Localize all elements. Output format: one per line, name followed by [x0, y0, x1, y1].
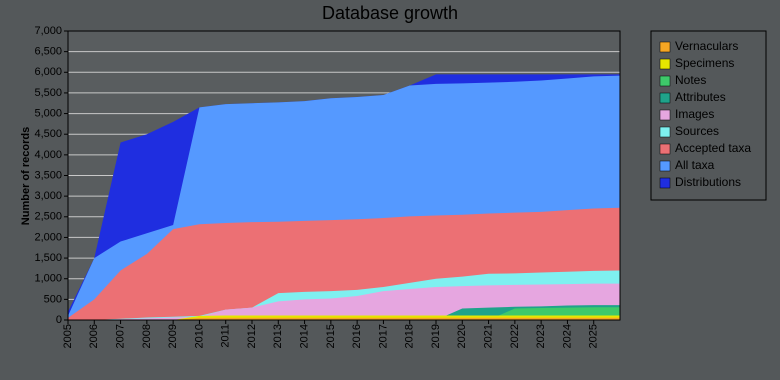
legend-label: Specimens — [675, 56, 734, 70]
legend-label: Vernaculars — [675, 39, 738, 53]
x-tick-label: 2024 — [561, 324, 573, 348]
y-tick-label: 6,500 — [34, 46, 62, 58]
area — [68, 317, 620, 320]
legend-swatch — [659, 58, 671, 70]
x-tick-label: 2006 — [88, 324, 100, 348]
x-tick-label: 2009 — [167, 324, 179, 348]
y-tick-label: 3,000 — [34, 190, 62, 202]
x-tick-label: 2012 — [246, 324, 258, 348]
y-tick-label: 2,000 — [34, 231, 62, 243]
x-tick-label: 2023 — [535, 324, 547, 348]
legend-swatch — [659, 160, 671, 172]
y-tick-label: 7,000 — [34, 25, 62, 37]
legend-swatch — [659, 143, 671, 155]
y-tick-label: 0 — [56, 314, 62, 326]
plot-border — [67, 30, 621, 321]
x-tick-label: 2014 — [298, 324, 310, 348]
legend-swatch — [659, 41, 671, 53]
x-tick-label: 2007 — [114, 324, 126, 348]
legend-swatch — [659, 75, 671, 87]
y-tick-label: 3,500 — [34, 169, 62, 181]
chart-title: Database growth — [322, 3, 458, 23]
x-tick-label: 2021 — [482, 324, 494, 348]
legend-label: Sources — [675, 124, 719, 138]
legend-swatch — [659, 92, 671, 104]
legend-label: Accepted taxa — [675, 141, 751, 155]
y-axis-label: Number of records — [20, 127, 32, 225]
y-tick-label: 4,000 — [34, 149, 62, 161]
y-tick-label: 2,500 — [34, 211, 62, 223]
x-tick-label: 2022 — [509, 324, 521, 348]
y-tick-label: 5,500 — [34, 87, 62, 99]
y-tick-label: 5,000 — [34, 107, 62, 119]
legend-label: Notes — [675, 73, 706, 87]
legend-label: Images — [675, 107, 714, 121]
x-tick-label: 2010 — [193, 324, 205, 348]
x-tick-label: 2025 — [588, 324, 600, 348]
x-tick-label: 2015 — [325, 324, 337, 348]
legend-swatch — [659, 109, 671, 121]
x-tick-label: 2020 — [456, 324, 468, 348]
x-tick-label: 2018 — [404, 324, 416, 348]
x-tick-label: 2016 — [351, 324, 363, 348]
y-tick-label: 1,000 — [34, 273, 62, 285]
legend-label: Distributions — [675, 175, 741, 189]
y-tick-label: 500 — [44, 293, 62, 305]
x-tick-label: 2019 — [430, 324, 442, 348]
x-tick-label: 2008 — [141, 324, 153, 348]
y-tick-label: 6,000 — [34, 66, 62, 78]
x-tick-label: 2011 — [220, 324, 232, 348]
legend-label: All taxa — [675, 158, 715, 172]
x-tick-label: 2005 — [62, 324, 74, 348]
legend-swatch — [659, 126, 671, 138]
x-tick-label: 2013 — [272, 324, 284, 348]
y-tick-label: 4,500 — [34, 128, 62, 140]
legend-label: Attributes — [675, 90, 726, 104]
x-tick-label: 2017 — [377, 324, 389, 348]
y-tick-label: 1,500 — [34, 252, 62, 264]
legend-swatch — [659, 177, 671, 189]
